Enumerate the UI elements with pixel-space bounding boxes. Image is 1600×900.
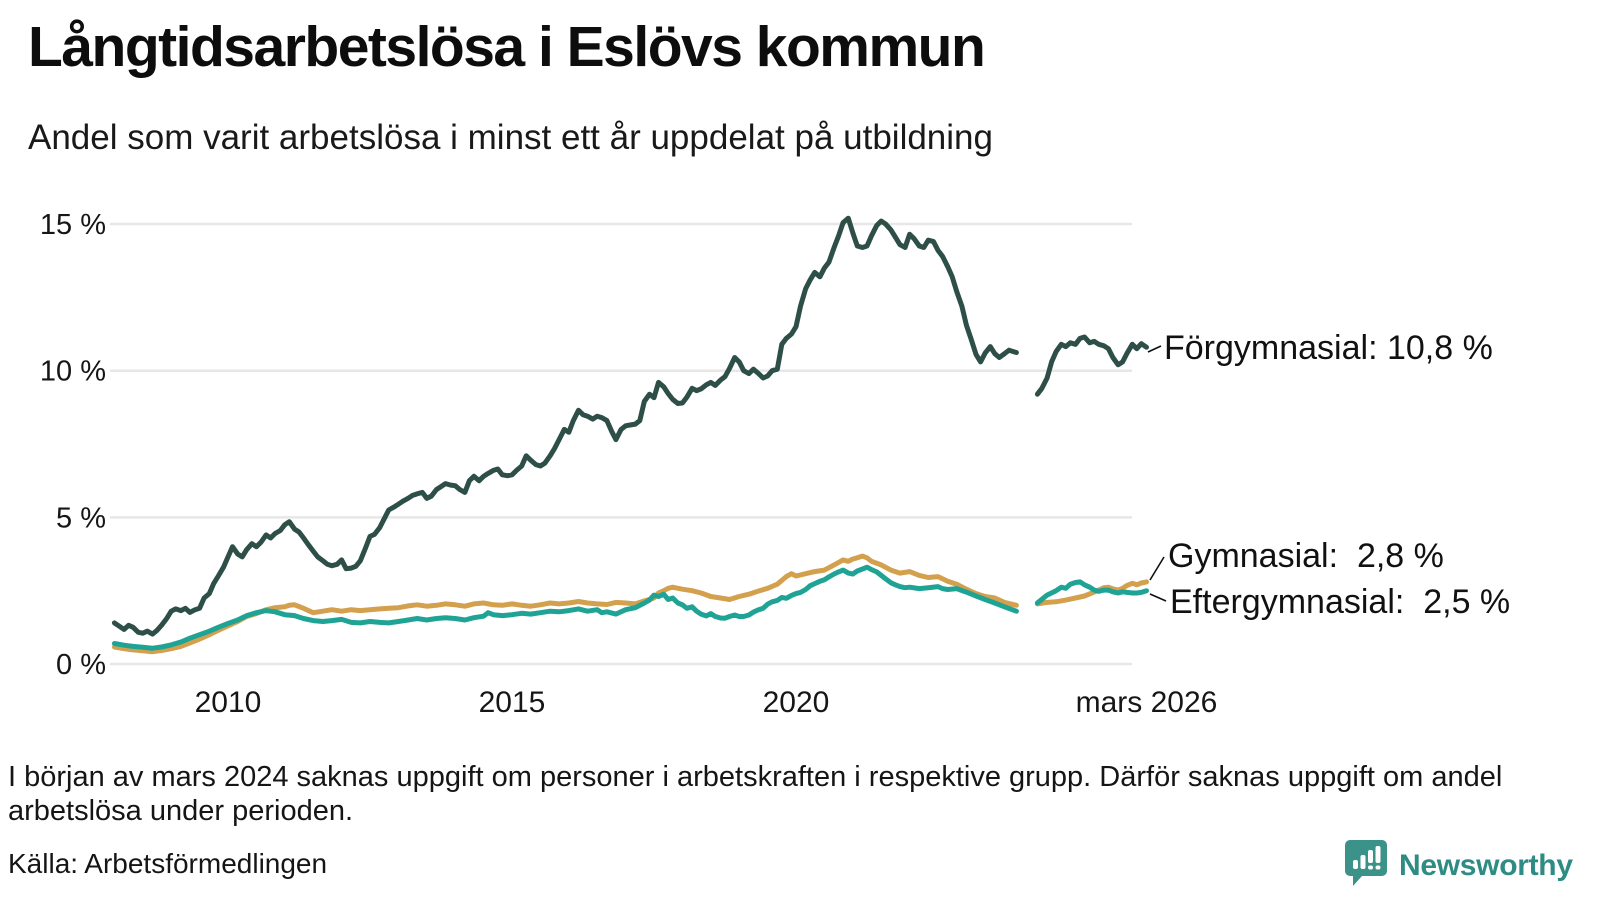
- y-tick-label-15: 15 %: [40, 209, 106, 241]
- callout-line-eftergymnasial: [1149, 593, 1167, 602]
- page-title: Långtidsarbetslösa i Eslövs kommun: [28, 15, 986, 79]
- x-tick-label-2020: 2020: [763, 686, 830, 719]
- series-line-gymnasial-seg2: [1034, 579, 1149, 607]
- y-tick-label-5: 5 %: [56, 502, 106, 534]
- y-tick-label-10: 10 %: [40, 356, 106, 388]
- newsworthy-branding: Newsworthy: [1343, 838, 1573, 893]
- chart-footnote: I början av mars 2024 saknas uppgift om …: [8, 761, 1503, 827]
- series-end-label-förgymnasial: Förgymnasial: 10,8 %: [1164, 329, 1493, 367]
- x-tick-label-2010: 2010: [195, 686, 262, 719]
- series-line-eftergymnasial-seg2: [1034, 579, 1149, 606]
- newsworthy-logo-icon: [1343, 838, 1389, 893]
- series-line-eftergymnasial-seg1: [111, 564, 1019, 651]
- newsworthy-brand-name: Newsworthy: [1399, 848, 1573, 882]
- series-line-gymnasial-seg1: [111, 553, 1019, 655]
- series-end-label-eftergymnasial: Eftergymnasial: 2,5 %: [1170, 583, 1510, 621]
- callout-line-gymnasial: [1149, 556, 1165, 581]
- y-tick-label-0: 0 %: [56, 649, 106, 681]
- x-tick-label-mars-2026: mars 2026: [1076, 686, 1218, 719]
- series-line-förgymnasial-seg2: [1034, 334, 1149, 397]
- line-chart: 15 % 10 % 5 % 0 % 2010 2015 2020 mars 2026 Förgy…: [40, 209, 1510, 719]
- series-end-label-gymnasial: Gymnasial: 2,8 %: [1168, 537, 1444, 575]
- callout-line-förgymnasial: [1147, 345, 1162, 353]
- series-line-förgymnasial-seg1: [111, 215, 1019, 637]
- source-line: Källa: Arbetsförmedlingen: [8, 848, 328, 879]
- page-subtitle: Andel som varit arbetslösa i minst ett å…: [28, 118, 993, 157]
- x-tick-label-2015: 2015: [479, 686, 546, 719]
